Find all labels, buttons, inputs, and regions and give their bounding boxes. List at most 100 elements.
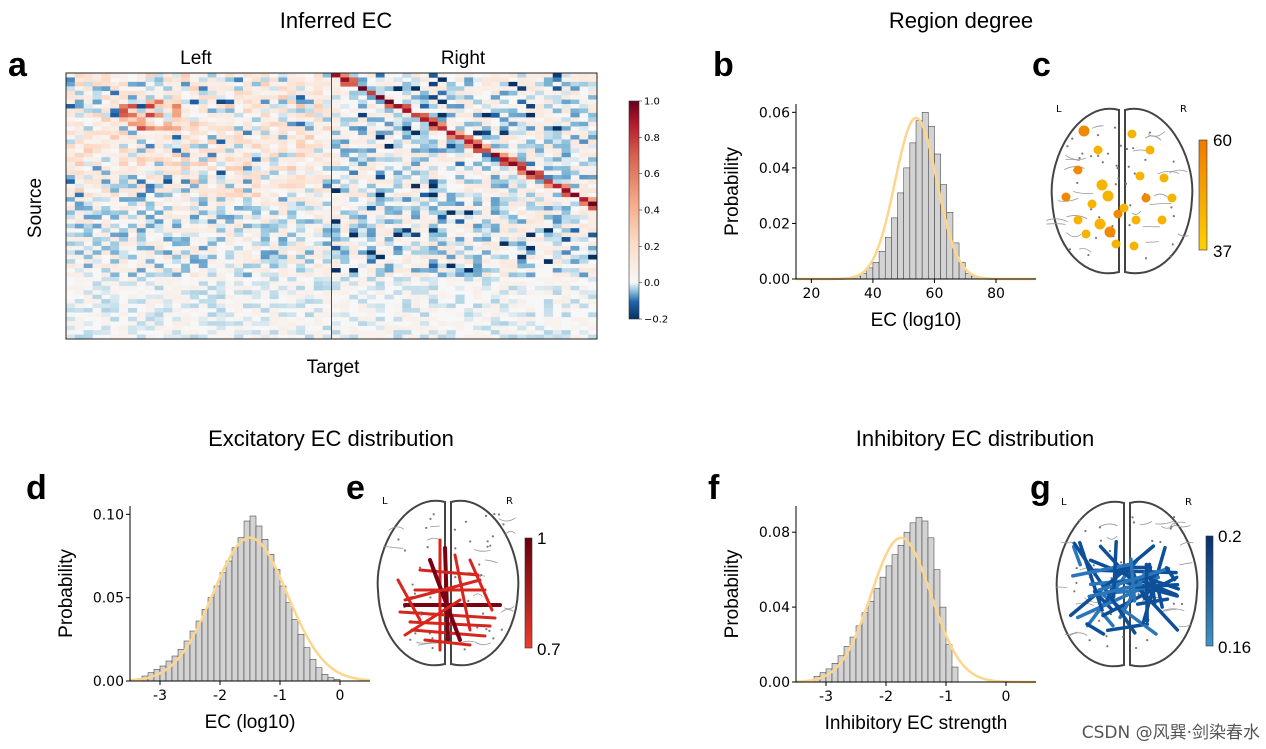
- heatmap-cell: [402, 232, 412, 238]
- inhibitory-connection: [1078, 540, 1104, 612]
- heatmap-colorbar-tick: 1.0: [644, 97, 660, 108]
- heatmap-cell: [127, 254, 138, 260]
- heatmap-cell: [535, 130, 545, 136]
- heatmap-cell: [136, 312, 146, 318]
- heatmap-cell: [260, 183, 270, 189]
- heatmap-cell: [251, 268, 261, 273]
- heatmap-cell: [570, 272, 580, 278]
- heatmap-cell: [366, 148, 377, 154]
- heatmap-cell: [561, 108, 571, 114]
- heatmap-cell: [526, 254, 536, 260]
- heatmap-cell: [145, 121, 155, 127]
- heatmap-cell: [402, 245, 412, 251]
- heatmap-cell: [570, 192, 580, 198]
- heatmap-cell: [136, 197, 146, 202]
- heatmap-cell: [163, 241, 173, 247]
- heatmap-cell: [304, 99, 315, 105]
- heatmap-cell: [234, 126, 244, 131]
- heatmap-cell: [304, 192, 315, 198]
- heatmap-cell: [490, 174, 500, 180]
- heatmap-cell: [588, 228, 598, 233]
- heatmap-cell: [455, 161, 465, 167]
- heatmap-cell: [570, 223, 580, 229]
- histogram-bar: [921, 520, 929, 683]
- heatmap-cell: [322, 312, 332, 318]
- heatmap-cell: [322, 188, 332, 193]
- heatmap-cell: [490, 104, 500, 109]
- heatmap-cell: [375, 81, 385, 87]
- heatmap-cell: [260, 130, 270, 136]
- histogram-bar: [219, 572, 227, 682]
- heatmap-cell: [66, 223, 76, 229]
- heatmap-cell: [499, 121, 509, 127]
- heatmap-cell: [269, 201, 279, 207]
- heatmap-cell: [358, 192, 368, 198]
- heatmap-cell: [437, 268, 447, 273]
- heatmap-cell: [66, 312, 76, 318]
- heatmap-cell: [269, 166, 279, 171]
- region-node: [1102, 190, 1114, 202]
- heatmap-cell: [366, 214, 377, 220]
- heatmap-cell: [163, 174, 173, 180]
- heatmap-cell: [119, 192, 129, 198]
- histogram-bar: [237, 537, 245, 682]
- heatmap-cell: [101, 223, 111, 229]
- histogram-bar: [909, 142, 917, 280]
- inhibitory-connection: [1111, 539, 1118, 599]
- heatmap-cell: [588, 276, 598, 282]
- heatmap-cell: [490, 188, 500, 193]
- heatmap-cell: [464, 135, 474, 140]
- heatmap-cell: [74, 73, 84, 78]
- heatmap-cell: [243, 152, 253, 158]
- heatmap-cell: [110, 325, 120, 331]
- heatmap-cell: [74, 152, 84, 158]
- heatmap-cell: [207, 188, 217, 193]
- heatmap-cell: [136, 152, 146, 158]
- heatmap-cell: [296, 316, 306, 322]
- heatmap-cell: [154, 161, 164, 167]
- heatmap-cell: [127, 294, 138, 300]
- heatmap-cell: [110, 139, 120, 145]
- heatmap-cell: [313, 130, 323, 136]
- heatmap-cell: [127, 139, 138, 145]
- heatmap-cell: [145, 104, 155, 109]
- heatmap-cell: [225, 197, 235, 202]
- heatmap-cell: [570, 77, 580, 83]
- heatmap-cell: [375, 228, 385, 233]
- heatmap-cell: [552, 183, 562, 189]
- heatmap-cell: [313, 183, 323, 189]
- heatmap-cell: [181, 121, 191, 127]
- heatmap-cell: [243, 285, 253, 291]
- heatmap-cell: [313, 73, 323, 78]
- heatmap-cell: [172, 197, 182, 202]
- heatmap-cell: [393, 276, 403, 282]
- heatmap-cell: [517, 312, 527, 318]
- heatmap-cell: [517, 325, 527, 331]
- heatmap-cell: [402, 290, 412, 295]
- heatmap-cell: [198, 281, 208, 287]
- heatmap-cell: [588, 148, 598, 154]
- heatmap-cell: [455, 294, 465, 300]
- heatmap-cell: [287, 237, 297, 242]
- heatmap-cell: [393, 281, 403, 287]
- heatmap-cell: [358, 228, 368, 233]
- heatmap-cell: [296, 183, 306, 189]
- heatmap-cell: [287, 268, 297, 273]
- heatmap-cell: [561, 161, 571, 167]
- heatmap-cell: [428, 294, 438, 300]
- heatmap-cell: [172, 214, 182, 220]
- heatmap-cell: [340, 121, 350, 127]
- heatmap-cell: [269, 157, 279, 162]
- heatmap-cell: [508, 179, 518, 185]
- heatmap-cell: [92, 86, 102, 92]
- heatmap-cell: [552, 117, 562, 123]
- heatmap-cell: [278, 219, 288, 225]
- heatmap-cell: [322, 325, 332, 331]
- heatmap-cell: [375, 99, 385, 105]
- heatmap-cell: [375, 108, 385, 114]
- heatmap-group-left: Left: [180, 48, 212, 69]
- heatmap-cell: [393, 201, 403, 207]
- heatmap-cell: [552, 214, 562, 220]
- heatmap-cell: [464, 219, 474, 225]
- heatmap-cell: [375, 86, 385, 92]
